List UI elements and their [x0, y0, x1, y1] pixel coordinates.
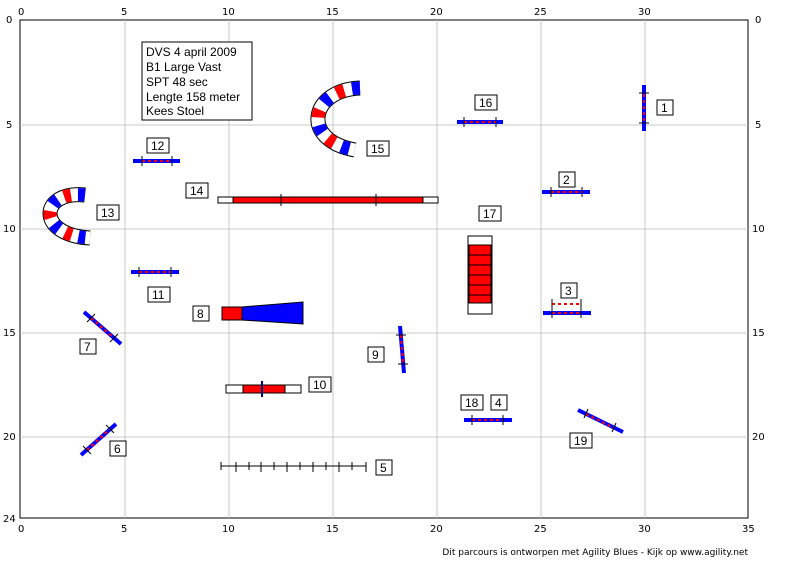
obstacle-13-tunnel — [42, 187, 91, 246]
right-tick: 10 — [752, 224, 765, 235]
obstacle-10-element — [225, 381, 302, 397]
obstacle-14-dogwalk — [217, 194, 439, 206]
label-6: 6 — [109, 440, 127, 457]
info-spt: SPT 48 sec — [146, 75, 208, 89]
right-tick: 20 — [752, 432, 765, 443]
label-15: 15 — [366, 140, 390, 157]
svg-text:16: 16 — [479, 96, 493, 110]
svg-text:19: 19 — [574, 434, 588, 448]
right-tick: 5 — [755, 120, 761, 131]
svg-text:5: 5 — [380, 461, 387, 475]
left-tick: 20 — [3, 432, 16, 443]
bottom-tick: 15 — [326, 524, 339, 535]
obstacle-6-jump — [79, 422, 118, 457]
obstacle-9-jump — [396, 325, 408, 374]
field-border — [19, 19, 749, 519]
svg-text:14: 14 — [190, 184, 204, 198]
left-tick: 15 — [3, 328, 16, 339]
label-9: 9 — [367, 346, 385, 363]
label-18: 18 — [460, 394, 484, 411]
obstacle-15-tunnel — [310, 80, 361, 158]
bottom-tick: 5 — [121, 524, 127, 535]
left-tick: 5 — [6, 120, 12, 131]
obstacle-3-double-jump — [543, 299, 591, 318]
bottom-tick: 25 — [534, 524, 547, 535]
obstacle-19-jump — [577, 408, 624, 434]
right-tick: 0 — [755, 15, 761, 26]
label-10: 10 — [308, 376, 332, 393]
label-1: 1 — [656, 99, 674, 116]
obstacle-2-jump — [542, 187, 590, 197]
right-tick: 15 — [752, 328, 765, 339]
svg-text:17: 17 — [483, 207, 497, 221]
label-19: 19 — [569, 432, 593, 449]
bottom-tick: 35 — [742, 524, 755, 535]
course-info-box: DVS 4 april 2009 B1 Large Vast SPT 48 se… — [141, 41, 253, 121]
info-length: Lengte 158 meter — [146, 90, 240, 104]
info-class: B1 Large Vast — [146, 60, 222, 74]
left-tick: 0 — [6, 15, 12, 26]
obstacle-5-weave — [220, 462, 367, 472]
label-17: 17 — [478, 205, 502, 222]
label-2: 2 — [558, 171, 576, 188]
label-5: 5 — [375, 459, 393, 476]
svg-text:4: 4 — [495, 396, 502, 410]
bottom-tick: 20 — [430, 524, 443, 535]
top-tick: 0 — [18, 7, 24, 18]
bottom-tick: 0 — [18, 524, 24, 535]
bottom-tick: 30 — [638, 524, 651, 535]
label-16: 16 — [474, 94, 498, 111]
svg-text:10: 10 — [313, 378, 327, 392]
info-title: DVS 4 april 2009 — [146, 45, 237, 59]
svg-text:8: 8 — [197, 307, 204, 321]
svg-text:12: 12 — [151, 139, 165, 153]
obstacle-12-jump — [133, 156, 180, 166]
label-8: 8 — [192, 305, 210, 322]
svg-text:11: 11 — [152, 288, 165, 302]
top-tick: 5 — [121, 7, 127, 18]
label-12: 12 — [146, 137, 170, 154]
label-13: 13 — [96, 204, 120, 221]
svg-text:13: 13 — [101, 206, 115, 220]
footer-credit: Dit parcours is ontworpen met Agility Bl… — [442, 548, 748, 558]
label-4: 4 — [490, 394, 508, 411]
svg-text:15: 15 — [371, 142, 385, 156]
svg-text:18: 18 — [465, 396, 479, 410]
top-tick: 10 — [222, 7, 235, 18]
top-tick: 30 — [638, 7, 651, 18]
obstacle-7-jump — [82, 310, 123, 346]
svg-text:7: 7 — [84, 340, 91, 354]
info-judge: Kees Stoel — [146, 104, 204, 118]
obstacle-4-jump — [464, 415, 512, 425]
svg-text:2: 2 — [563, 173, 570, 187]
left-tick: 24 — [3, 514, 16, 525]
top-tick: 25 — [534, 7, 547, 18]
obstacle-8-chute — [221, 301, 304, 325]
obstacle-16-jump — [457, 117, 503, 127]
svg-text:1: 1 — [661, 101, 668, 115]
top-tick: 20 — [430, 7, 443, 18]
label-7: 7 — [79, 338, 97, 355]
label-11: 11 — [147, 286, 171, 303]
svg-text:9: 9 — [372, 348, 379, 362]
svg-text:3: 3 — [565, 284, 572, 298]
obstacle-11-jump — [131, 267, 179, 277]
bottom-tick: 10 — [222, 524, 235, 535]
left-tick: 10 — [3, 224, 16, 235]
label-14: 14 — [185, 182, 209, 199]
svg-text:6: 6 — [114, 442, 121, 456]
obstacle-1-jump — [639, 85, 649, 131]
obstacle-17-chute — [467, 235, 493, 315]
top-tick: 15 — [326, 7, 339, 18]
label-3: 3 — [560, 282, 578, 299]
